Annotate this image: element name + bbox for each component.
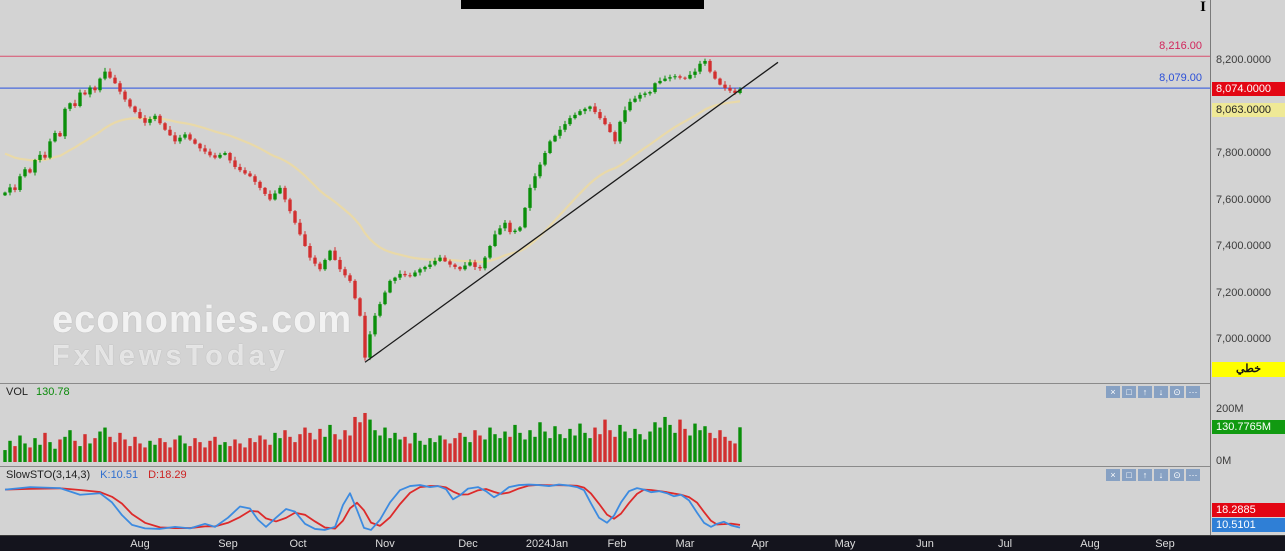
stochastic-panel[interactable]: SlowSTO(3,14,3) K:10.51 D:18.29 × □ ↑ ↓ ⊙ ⋯: [0, 467, 1210, 534]
time-axis-month-label: Apr: [751, 538, 769, 550]
last-price-badge: 8,074.0000: [1212, 82, 1285, 96]
stochastic-d-value: D:18.29: [148, 469, 187, 481]
time-axis-month-label: Jun: [916, 538, 934, 550]
watermark: economies.com FxNewsToday: [52, 299, 353, 373]
time-axis-month-label: Nov: [375, 538, 395, 550]
time-axis-month-label: Aug: [130, 538, 150, 550]
close-icon[interactable]: ×: [1106, 386, 1120, 398]
stochastic-title: SlowSTO(3,14,3): [6, 469, 91, 481]
price-tick-label: 8,200.0000: [1216, 54, 1272, 66]
time-axis-month-label: Oct: [289, 538, 307, 550]
volume-canvas[interactable]: [0, 384, 1210, 466]
price-tick-label: 7,600.0000: [1216, 193, 1272, 206]
time-axis-month-label: Jul: [997, 538, 1013, 550]
settings-icon[interactable]: ⊙: [1170, 469, 1184, 481]
toolbar-handle-icon[interactable]: I: [1200, 0, 1206, 15]
time-axis-month-label: May: [834, 538, 856, 550]
settings-icon[interactable]: ⊙: [1170, 386, 1184, 398]
scale-mode-badge[interactable]: خطي: [1212, 362, 1285, 377]
prev-close-badge: 8,063.0000: [1212, 103, 1285, 117]
price-tick-label: 7,800.0000: [1216, 147, 1272, 159]
stochastic-k-value: K:10.51: [100, 469, 139, 481]
time-axis-month-label: Sep: [218, 538, 238, 550]
price-axis[interactable]: 8,074.0000 8,063.0000 خطي 200M 0M 130.77…: [1210, 0, 1285, 535]
panel-divider: [0, 383, 1210, 384]
time-axis-month-label: Mar: [675, 538, 695, 550]
volume-header: VOL 130.78: [6, 386, 70, 398]
watermark-line1: economies.com: [52, 299, 353, 341]
time-axis-month-label: Feb: [607, 538, 627, 550]
stochastic-panel-toolbar: × □ ↑ ↓ ⊙ ⋯: [1106, 469, 1200, 481]
collapsed-toolbar[interactable]: [461, 0, 704, 9]
stochastic-canvas[interactable]: [0, 467, 1210, 534]
volume-axis-max: 200M: [1216, 403, 1244, 415]
move-up-icon[interactable]: ↑: [1138, 469, 1152, 481]
more-icon[interactable]: ⋯: [1186, 469, 1200, 481]
volume-panel-toolbar: × □ ↑ ↓ ⊙ ⋯: [1106, 386, 1200, 398]
volume-panel[interactable]: VOL 130.78 × □ ↑ ↓ ⊙ ⋯: [0, 384, 1210, 466]
price-tick-label: 7,400.0000: [1216, 240, 1272, 252]
stochastic-d-badge: 18.2885: [1212, 503, 1285, 517]
volume-current-value: 130.78: [36, 386, 70, 398]
move-down-icon[interactable]: ↓: [1154, 386, 1168, 398]
watermark-line2: FxNewsToday: [52, 340, 289, 373]
time-axis[interactable]: Aug Sep Oct Nov Dec 2024Jan Feb Mar Apr May Jun Jul…: [0, 535, 1285, 551]
window-icon[interactable]: □: [1122, 386, 1136, 398]
price-chart-panel[interactable]: economies.com FxNewsToday 8,216.00 8,079…: [0, 0, 1210, 383]
volume-title: VOL: [6, 386, 29, 398]
window-icon[interactable]: □: [1122, 469, 1136, 481]
move-down-icon[interactable]: ↓: [1154, 469, 1168, 481]
price-tick-label: 7,200.0000: [1216, 286, 1272, 299]
stochastic-k-badge: 10.5101: [1212, 518, 1285, 532]
volume-value-badge: 130.7765M: [1212, 420, 1285, 434]
stochastic-header: SlowSTO(3,14,3) K:10.51 D:18.29: [6, 469, 187, 481]
price-tick-label: 7,000.0000: [1216, 333, 1272, 345]
support-label: 8,079.00: [1159, 72, 1202, 84]
time-axis-month-label: Aug: [1080, 538, 1100, 550]
panel-divider: [0, 466, 1210, 467]
time-axis-month-label: Sep: [1155, 538, 1175, 550]
resistance-label: 8,216.00: [1159, 40, 1202, 52]
close-icon[interactable]: ×: [1106, 469, 1120, 481]
time-axis-month-label: 2024Jan: [525, 538, 569, 550]
more-icon[interactable]: ⋯: [1186, 386, 1200, 398]
time-axis-month-label: Dec: [458, 538, 478, 550]
volume-axis-min: 0M: [1216, 455, 1232, 467]
move-up-icon[interactable]: ↑: [1138, 386, 1152, 398]
candlestick-canvas[interactable]: [0, 0, 1210, 383]
